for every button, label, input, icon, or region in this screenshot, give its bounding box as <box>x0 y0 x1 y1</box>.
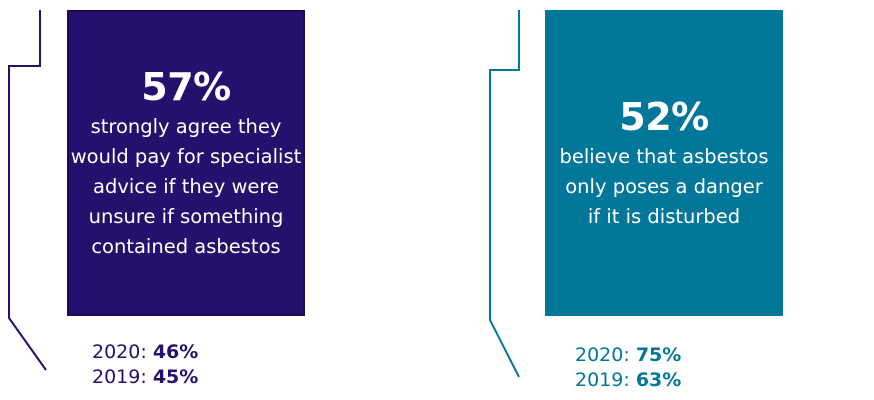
history-row: 2020: 46% <box>92 341 199 363</box>
stat-card-right: 52% believe that asbestos only poses a d… <box>545 10 783 316</box>
history-year: 2020 <box>575 344 624 366</box>
stat-percent-left: 57% <box>141 65 231 109</box>
history-value: 46% <box>152 341 199 363</box>
right-bracket-line <box>489 10 520 378</box>
history-left: 2020: 46% 2019: 45% <box>92 340 198 390</box>
stat-description-right: believe that asbestos only poses a dange… <box>559 145 769 228</box>
history-right: 2020: 75% 2019: 63% <box>575 343 681 393</box>
history-value: 63% <box>635 369 682 391</box>
stat-card-left: 57% strongly agree they would pay for sp… <box>67 10 305 316</box>
stat-percent-right: 52% <box>619 95 709 139</box>
history-value: 45% <box>152 366 199 388</box>
left-bracket-line <box>8 10 47 371</box>
history-value: 75% <box>635 344 682 366</box>
history-row: 2020: 75% <box>575 344 682 366</box>
stat-description-left: strongly agree they would pay for specia… <box>70 115 302 258</box>
history-row: 2019: 63% <box>575 369 682 391</box>
history-row: 2019: 45% <box>92 366 199 388</box>
history-year: 2019 <box>92 366 141 388</box>
history-year: 2020 <box>92 341 141 363</box>
history-year: 2019 <box>575 369 624 391</box>
